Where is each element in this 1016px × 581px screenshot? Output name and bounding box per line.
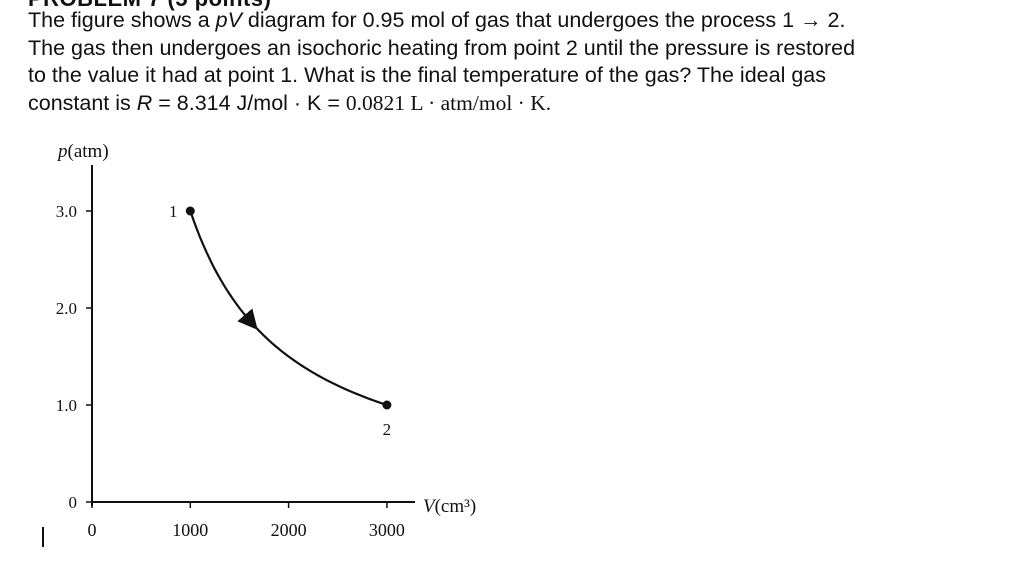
- ticks: 0 1.0 2.0 3.0 0 1000 2000 3000: [56, 202, 405, 540]
- text-cursor: [42, 527, 44, 547]
- problem-header: PROBLEM 7 (5 points): [28, 0, 271, 12]
- problem-line-1: The figure shows a pV diagram for 0.95 m…: [28, 7, 998, 35]
- gas-constant-atm: 0.0821 L · atm/mol · K.: [345, 90, 552, 115]
- y-tick-label: 2.0: [56, 299, 77, 318]
- x-tick-label: 3000: [369, 520, 405, 540]
- problem-line-2: The gas then undergoes an isochoric heat…: [28, 35, 856, 60]
- axes: [91, 165, 415, 506]
- axis-labels: p(atm) V(cm³): [56, 141, 476, 517]
- problem-line-3: to the value it had at point 1. What is …: [28, 63, 826, 87]
- y-axis-label: p(atm): [56, 141, 109, 162]
- y-tick-label: 3.0: [56, 202, 77, 221]
- problem-text: = 8.314 J/mol · K =: [152, 90, 346, 115]
- state-point-label: 2: [383, 420, 392, 439]
- x-tick-label: 2000: [271, 520, 307, 540]
- state-point-2: [382, 400, 392, 410]
- problem-line-4: constant is R = 8.314 J/mol · K = 0.0821…: [28, 90, 998, 118]
- state-point-label: 1: [169, 202, 178, 221]
- x-axis-label: V(cm³): [423, 496, 476, 517]
- r-symbol: R: [136, 90, 153, 115]
- state-points: 12: [169, 202, 392, 439]
- problem-text: constant is: [28, 90, 137, 115]
- state-point-1: [185, 206, 195, 216]
- y-tick-label: 1.0: [56, 396, 77, 415]
- problem-text: The figure shows a: [28, 8, 216, 32]
- x-tick-label: 0: [88, 520, 97, 540]
- pv-symbol: pV: [215, 8, 242, 32]
- isotherm-curve: [189, 210, 388, 407]
- direction-arrow: [237, 308, 258, 330]
- problem-statement: The figure shows a pV diagram for 0.95 m…: [28, 7, 998, 117]
- y-tick-label: 0: [69, 493, 78, 512]
- problem-text: diagram for 0.95 mol of gas that undergo…: [241, 8, 846, 32]
- x-tick-label: 1000: [172, 520, 208, 540]
- process-curve: [189, 210, 388, 407]
